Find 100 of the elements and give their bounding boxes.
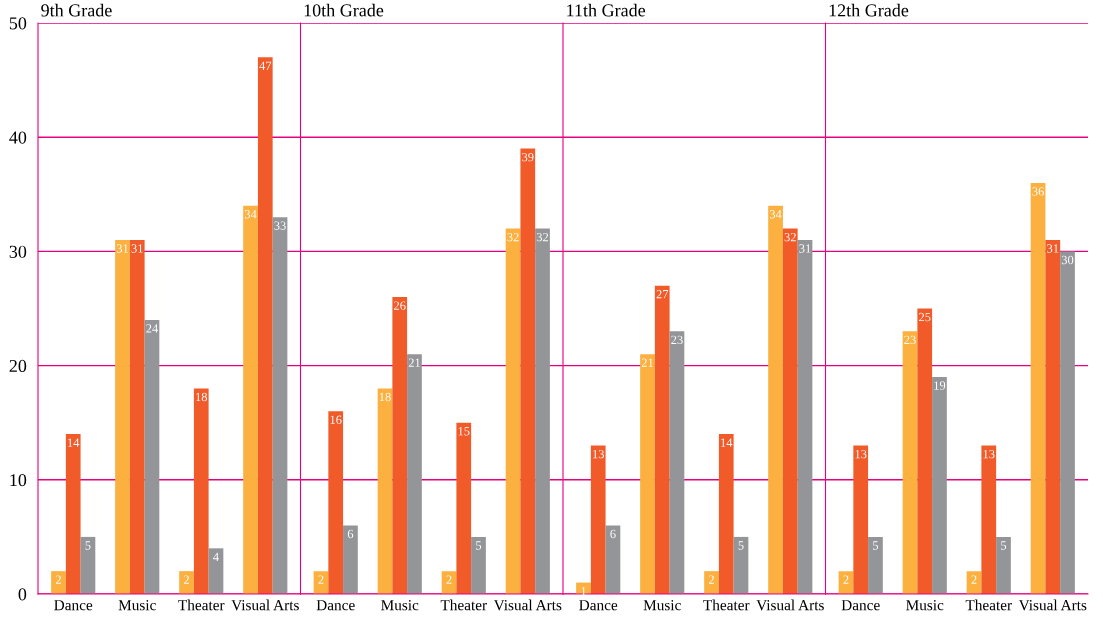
bar: [902, 331, 918, 594]
x-tick-label: Music: [381, 600, 419, 611]
data-label: 32: [507, 232, 519, 242]
bar: [343, 525, 358, 594]
y-tick-label: 10: [10, 474, 27, 487]
data-label: 14: [68, 438, 80, 447]
x-tick-label: Visual Arts: [1018, 599, 1087, 611]
data-label: 5: [873, 541, 879, 550]
data-label: 23: [904, 335, 916, 345]
data-label: 5: [1001, 541, 1007, 550]
bar: [733, 536, 749, 594]
x-tick-label: Visual Arts: [756, 599, 824, 611]
chart-title: 9th Grade: [41, 3, 112, 17]
bar: [704, 571, 719, 594]
chart-title: 12th Grade: [829, 3, 909, 17]
bar: [797, 239, 813, 594]
data-label: 5: [738, 541, 744, 550]
data-label: 31: [116, 244, 129, 253]
data-label: 23: [671, 335, 683, 345]
data-label: 34: [244, 210, 257, 219]
bar: [65, 434, 81, 594]
bar: [115, 239, 130, 594]
data-label: 33: [274, 221, 286, 230]
bar: [520, 148, 536, 594]
bar: [193, 388, 209, 594]
data-label: 32: [784, 232, 796, 242]
bar: [471, 536, 486, 594]
data-label: 13: [983, 449, 995, 459]
bar: [407, 354, 422, 594]
x-tick-label: Visual Arts: [493, 599, 562, 611]
bar: [272, 217, 288, 594]
bar: [144, 319, 160, 594]
data-label: 31: [799, 244, 811, 253]
bar: [80, 536, 96, 594]
chart-title: 10th Grade: [304, 3, 384, 17]
bar: [640, 354, 655, 594]
bar: [257, 57, 273, 594]
x-tick-label: Visual Arts: [231, 599, 299, 611]
bar: [328, 411, 344, 594]
bar: [605, 525, 621, 594]
data-label: 34: [769, 210, 782, 219]
bar: [51, 571, 66, 594]
x-tick-label: Music: [118, 600, 156, 611]
bar: [868, 536, 883, 594]
data-label: 1: [581, 586, 586, 596]
bar: [917, 308, 933, 594]
data-label: 16: [330, 415, 342, 425]
data-label: 25: [919, 312, 931, 322]
data-label: 30: [1061, 255, 1074, 265]
x-tick-label: Theater: [965, 599, 1012, 611]
data-label: 27: [656, 290, 669, 299]
data-label: 2: [708, 575, 714, 584]
data-label: 2: [55, 575, 61, 584]
bar: [392, 297, 408, 594]
x-tick-label: Theater: [178, 599, 225, 611]
bar: [590, 445, 606, 594]
bar: [853, 445, 869, 594]
y-tick-label: 0: [18, 588, 27, 601]
x-tick-label: Music: [906, 600, 944, 611]
bar: [768, 205, 783, 594]
data-label: 5: [85, 541, 91, 550]
data-label: 4: [213, 552, 219, 561]
bar: [981, 445, 997, 594]
bar: [782, 228, 798, 594]
bar: [1030, 182, 1046, 594]
y-tick-label: 20: [9, 359, 27, 373]
data-label: 26: [394, 301, 406, 310]
data-label: 19: [934, 381, 946, 390]
data-label: 32: [536, 232, 549, 242]
bar: [718, 434, 734, 594]
bar: [932, 377, 947, 594]
data-label: 2: [843, 575, 849, 584]
x-tick-label: Dance: [54, 600, 93, 611]
x-tick-label: Music: [643, 600, 681, 611]
data-label: 18: [196, 392, 208, 402]
bar: [996, 536, 1011, 594]
data-label: 2: [318, 575, 324, 584]
data-label: 6: [347, 529, 354, 539]
data-label: 6: [610, 529, 616, 539]
x-tick-label: Dance: [316, 600, 355, 611]
data-label: 21: [641, 358, 654, 367]
y-tick-label: 30: [9, 245, 27, 258]
data-label: 31: [131, 244, 143, 253]
data-label: 36: [1032, 187, 1044, 196]
data-label: 2: [971, 575, 977, 584]
bar: [505, 228, 521, 594]
bar: [1060, 251, 1075, 594]
data-label: 24: [146, 324, 159, 333]
bar: [1045, 239, 1061, 594]
data-label: 2: [446, 575, 452, 584]
bar: [456, 422, 472, 594]
data-label: 14: [721, 438, 733, 447]
data-label: 2: [183, 575, 189, 584]
data-label: 18: [379, 392, 391, 402]
data-label: 39: [522, 152, 534, 162]
bar: [129, 239, 145, 594]
x-tick-label: Theater: [703, 599, 750, 611]
data-label: 13: [593, 449, 604, 459]
data-label: 31: [1047, 244, 1059, 253]
x-tick-label: Dance: [579, 600, 618, 611]
